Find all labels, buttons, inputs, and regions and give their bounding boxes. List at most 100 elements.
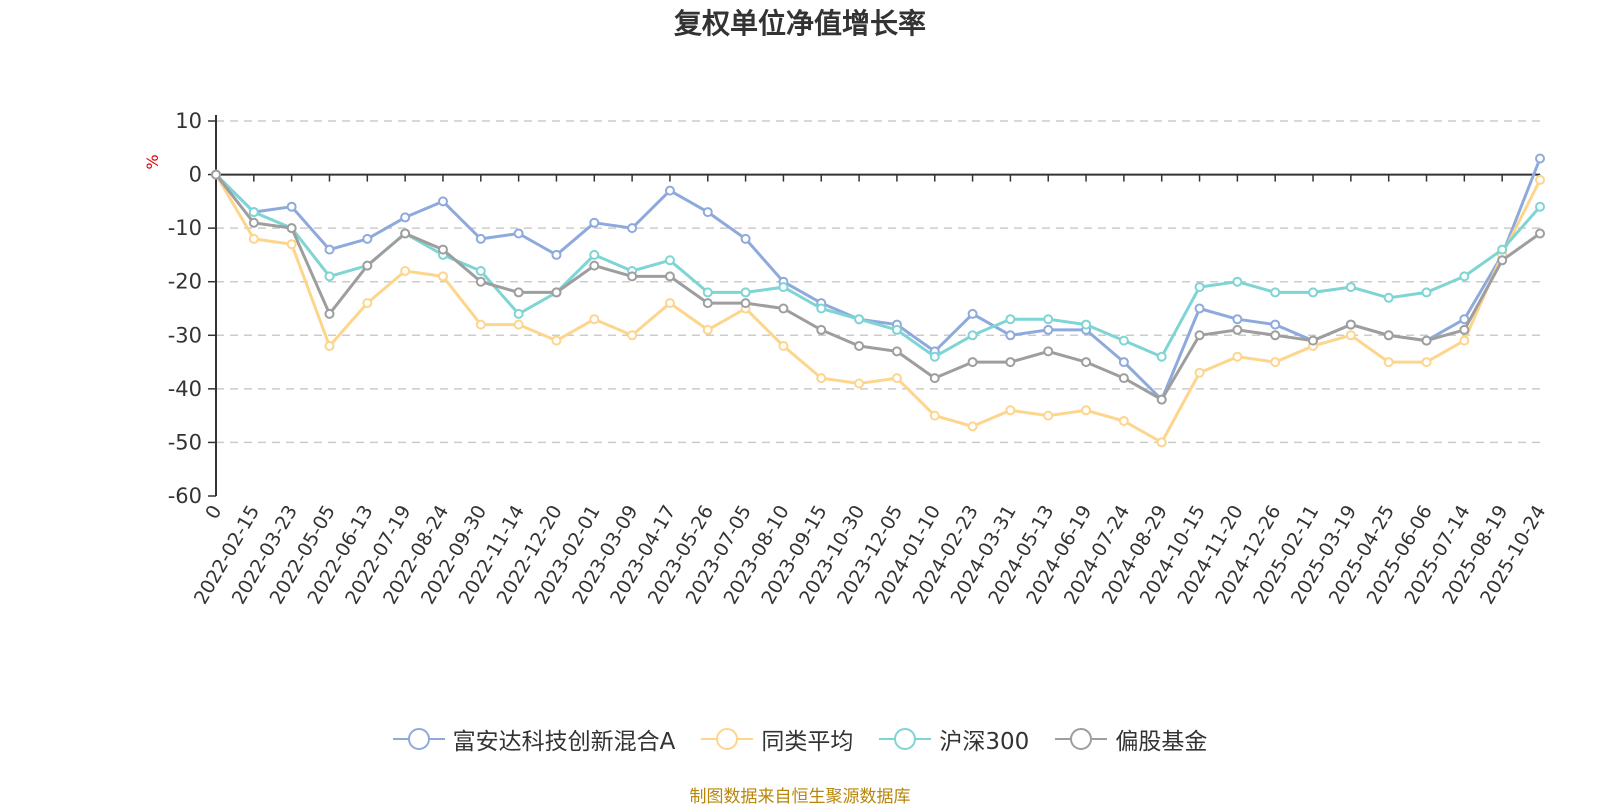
data-point[interactable]	[589, 314, 600, 325]
data-point[interactable]	[1156, 394, 1167, 405]
data-point[interactable]	[778, 282, 789, 293]
data-point[interactable]	[702, 324, 713, 335]
data-point[interactable]	[1459, 335, 1470, 346]
data-point[interactable]	[1308, 335, 1319, 346]
data-point[interactable]	[702, 287, 713, 298]
data-point[interactable]	[854, 314, 865, 325]
data-point[interactable]	[1270, 330, 1281, 341]
data-point[interactable]	[664, 271, 675, 282]
data-point[interactable]	[929, 410, 940, 421]
data-point[interactable]	[286, 223, 297, 234]
data-point[interactable]	[627, 271, 638, 282]
data-point[interactable]	[475, 233, 486, 244]
data-point[interactable]	[324, 308, 335, 319]
data-point[interactable]	[286, 201, 297, 212]
data-point[interactable]	[362, 298, 373, 309]
legend-item[interactable]: 沪深300	[879, 722, 1029, 756]
data-point[interactable]	[248, 217, 259, 228]
data-point[interactable]	[589, 249, 600, 260]
data-point[interactable]	[1232, 276, 1243, 287]
data-point[interactable]	[324, 271, 335, 282]
data-point[interactable]	[1232, 351, 1243, 362]
data-point[interactable]	[324, 244, 335, 255]
data-point[interactable]	[1118, 335, 1129, 346]
data-point[interactable]	[967, 330, 978, 341]
data-point[interactable]	[551, 249, 562, 260]
data-point[interactable]	[475, 319, 486, 330]
data-point[interactable]	[967, 421, 978, 432]
data-point[interactable]	[1005, 330, 1016, 341]
data-point[interactable]	[1535, 228, 1545, 239]
data-point[interactable]	[967, 357, 978, 368]
data-point[interactable]	[1497, 244, 1508, 255]
data-point[interactable]	[1535, 201, 1545, 212]
data-point[interactable]	[1118, 373, 1129, 384]
data-point[interactable]	[778, 303, 789, 314]
data-point[interactable]	[1156, 437, 1167, 448]
data-point[interactable]	[400, 228, 411, 239]
legend-item[interactable]: 富安达科技创新混合A	[392, 722, 675, 756]
data-point[interactable]	[437, 244, 448, 255]
legend-item[interactable]: 偏股基金	[1055, 722, 1207, 756]
data-point[interactable]	[1081, 357, 1092, 368]
data-point[interactable]	[967, 308, 978, 319]
data-point[interactable]	[1043, 346, 1054, 357]
data-point[interactable]	[740, 298, 751, 309]
data-point[interactable]	[551, 287, 562, 298]
data-point[interactable]	[627, 330, 638, 341]
data-point[interactable]	[740, 287, 751, 298]
data-point[interactable]	[891, 346, 902, 357]
data-point[interactable]	[664, 298, 675, 309]
data-point[interactable]	[1270, 287, 1281, 298]
data-point[interactable]	[324, 341, 335, 351]
data-point[interactable]	[1421, 357, 1432, 368]
data-point[interactable]	[664, 255, 675, 266]
data-point[interactable]	[1497, 255, 1508, 266]
data-point[interactable]	[1194, 367, 1205, 378]
data-point[interactable]	[1345, 319, 1356, 330]
data-point[interactable]	[437, 271, 448, 282]
data-point[interactable]	[248, 233, 259, 244]
data-point[interactable]	[929, 373, 940, 384]
data-point[interactable]	[1535, 153, 1545, 164]
data-point[interactable]	[1118, 416, 1129, 426]
data-point[interactable]	[437, 196, 448, 207]
data-point[interactable]	[854, 378, 865, 389]
data-point[interactable]	[513, 319, 524, 330]
data-point[interactable]	[1383, 357, 1394, 368]
data-point[interactable]	[362, 233, 373, 244]
data-point[interactable]	[1118, 357, 1129, 368]
data-point[interactable]	[1421, 287, 1432, 298]
data-point[interactable]	[1459, 314, 1470, 325]
data-point[interactable]	[1270, 319, 1281, 330]
data-point[interactable]	[513, 228, 524, 239]
data-point[interactable]	[1005, 357, 1016, 368]
data-point[interactable]	[1383, 330, 1394, 341]
data-point[interactable]	[664, 185, 675, 196]
data-point[interactable]	[1459, 324, 1470, 335]
data-point[interactable]	[1005, 314, 1016, 325]
data-point[interactable]	[1081, 319, 1092, 330]
data-point[interactable]	[362, 260, 373, 271]
data-point[interactable]	[1345, 282, 1356, 293]
data-point[interactable]	[816, 303, 827, 314]
data-point[interactable]	[1232, 324, 1243, 335]
data-point[interactable]	[778, 341, 789, 351]
data-point[interactable]	[702, 298, 713, 309]
data-point[interactable]	[248, 207, 259, 218]
data-point[interactable]	[286, 239, 297, 250]
data-point[interactable]	[513, 287, 524, 298]
data-point[interactable]	[1156, 351, 1167, 362]
data-point[interactable]	[1345, 330, 1356, 341]
data-point[interactable]	[816, 324, 827, 335]
data-point[interactable]	[211, 169, 221, 180]
data-point[interactable]	[1194, 330, 1205, 341]
data-point[interactable]	[816, 373, 827, 384]
data-point[interactable]	[475, 266, 486, 276]
data-point[interactable]	[702, 207, 713, 218]
data-point[interactable]	[854, 341, 865, 351]
data-point[interactable]	[891, 324, 902, 335]
data-point[interactable]	[589, 260, 600, 271]
data-point[interactable]	[1081, 405, 1092, 416]
data-point[interactable]	[1194, 303, 1205, 314]
